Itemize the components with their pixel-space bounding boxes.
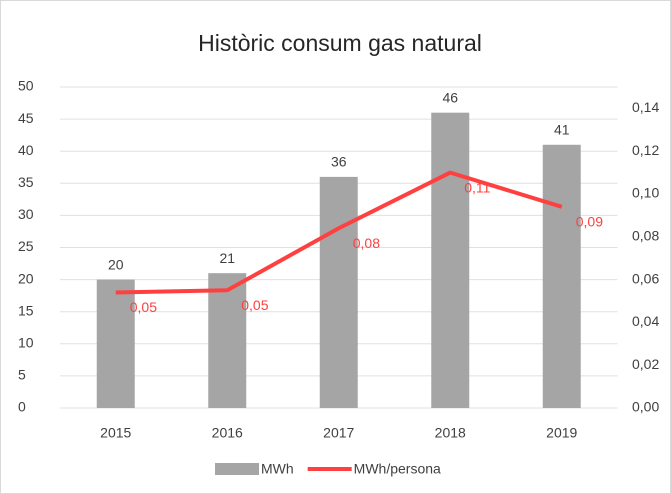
legend-label: MWh bbox=[261, 461, 294, 477]
line-value-label: 0,05 bbox=[241, 297, 268, 313]
y-tick-label: 35 bbox=[18, 174, 34, 190]
legend-label: MWh/persona bbox=[354, 461, 441, 477]
y-tick-label: 25 bbox=[18, 238, 34, 254]
line-value-label: 0,05 bbox=[130, 299, 157, 315]
y-tick-label: 20 bbox=[18, 270, 34, 286]
bar bbox=[319, 176, 358, 408]
line-value-label: 0,08 bbox=[353, 235, 380, 251]
y-tick-label: 40 bbox=[18, 142, 34, 158]
bar-value-label: 21 bbox=[219, 250, 235, 266]
y-tick-label: 15 bbox=[18, 302, 34, 318]
y-tick-label: 50 bbox=[18, 78, 34, 94]
bar bbox=[542, 144, 581, 408]
bar-value-label: 46 bbox=[442, 89, 458, 105]
line-value-label: 0,11 bbox=[464, 179, 490, 195]
x-tick-label: 2015 bbox=[100, 425, 131, 441]
y2-tick-label: 0,06 bbox=[632, 270, 659, 286]
y2-tick-label: 0,14 bbox=[632, 99, 659, 115]
y-tick-label: 30 bbox=[18, 206, 34, 222]
legend-swatch bbox=[215, 463, 259, 475]
y2-tick-label: 0,02 bbox=[632, 356, 659, 372]
x-tick-label: 2017 bbox=[323, 425, 354, 441]
bar-value-label: 20 bbox=[108, 256, 124, 272]
line bbox=[115, 170, 563, 295]
y2-tick-label: 0,00 bbox=[632, 399, 659, 415]
bar-value-label: 36 bbox=[331, 154, 347, 170]
x-tick-label: 2019 bbox=[546, 425, 577, 441]
x-tick-label: 2018 bbox=[435, 425, 466, 441]
bar bbox=[208, 273, 247, 408]
y-tick-label: 5 bbox=[18, 367, 26, 383]
y2-tick-label: 0,04 bbox=[632, 313, 659, 329]
y-tick-label: 10 bbox=[18, 335, 34, 351]
chart-title: Històric consum gas natural bbox=[198, 30, 482, 56]
x-tick-label: 2016 bbox=[212, 425, 243, 441]
line-value-label: 0,09 bbox=[576, 214, 603, 230]
y-tick-label: 45 bbox=[18, 110, 34, 126]
y-tick-label: 0 bbox=[18, 399, 26, 415]
bar bbox=[431, 112, 470, 409]
bar-value-label: 41 bbox=[554, 121, 570, 137]
bar bbox=[96, 279, 135, 408]
y2-tick-label: 0,12 bbox=[632, 142, 659, 158]
y2-tick-label: 0,08 bbox=[632, 228, 659, 244]
y2-tick-label: 0,10 bbox=[632, 185, 659, 201]
